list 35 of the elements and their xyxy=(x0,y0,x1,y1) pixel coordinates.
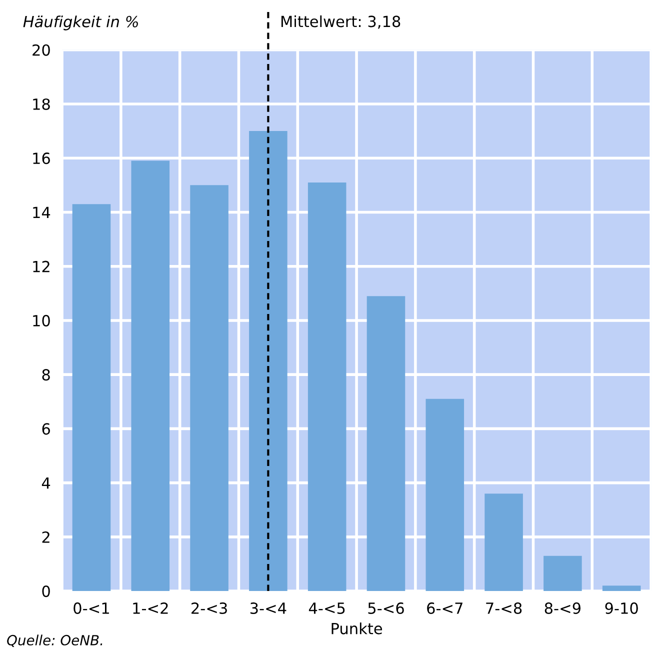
x-tick-label: 0-<1 xyxy=(74,602,109,614)
source-note: Quelle: OeNB. xyxy=(7,634,102,648)
x-tick-label: 9-10 xyxy=(605,602,638,614)
y-tick-label: 12 xyxy=(33,260,50,272)
x-tick-label: 5-<6 xyxy=(368,602,404,614)
y-tick-label: 0 xyxy=(42,586,50,598)
y-tick-label: 2 xyxy=(42,531,50,543)
bar xyxy=(131,160,170,592)
bar xyxy=(72,204,111,592)
x-tick-label: 2-<3 xyxy=(192,602,227,614)
x-tick-label: 6-<7 xyxy=(427,602,462,614)
bar xyxy=(426,398,464,592)
y-axis-title: Häufigkeit in % xyxy=(23,16,138,30)
y-tick-label: 18 xyxy=(33,98,50,110)
bar xyxy=(366,296,406,592)
bar xyxy=(484,494,523,592)
bar xyxy=(308,182,346,592)
y-tick-label: 10 xyxy=(33,314,50,326)
bar xyxy=(602,586,641,592)
x-tick-label: 3-<4 xyxy=(250,602,286,614)
y-tick-label: 16 xyxy=(33,152,50,164)
bar xyxy=(249,131,288,592)
y-tick-label: 14 xyxy=(33,206,50,218)
x-tick-label: 7-<8 xyxy=(486,602,522,614)
y-tick-label: 20 xyxy=(32,44,50,56)
x-tick-label: 1-<2 xyxy=(133,602,168,614)
y-tick-label: 6 xyxy=(42,423,50,435)
ref-line-label: Mittelwert: 3,18 xyxy=(281,15,400,29)
y-tick-label: 4 xyxy=(42,477,50,489)
y-tick-label: 8 xyxy=(42,369,50,381)
bar xyxy=(544,556,582,592)
bar xyxy=(190,185,228,592)
x-axis-title: Punkte xyxy=(332,622,382,634)
x-tick-label: 8-<9 xyxy=(544,602,580,614)
x-tick-label: 4-<5 xyxy=(308,602,345,614)
